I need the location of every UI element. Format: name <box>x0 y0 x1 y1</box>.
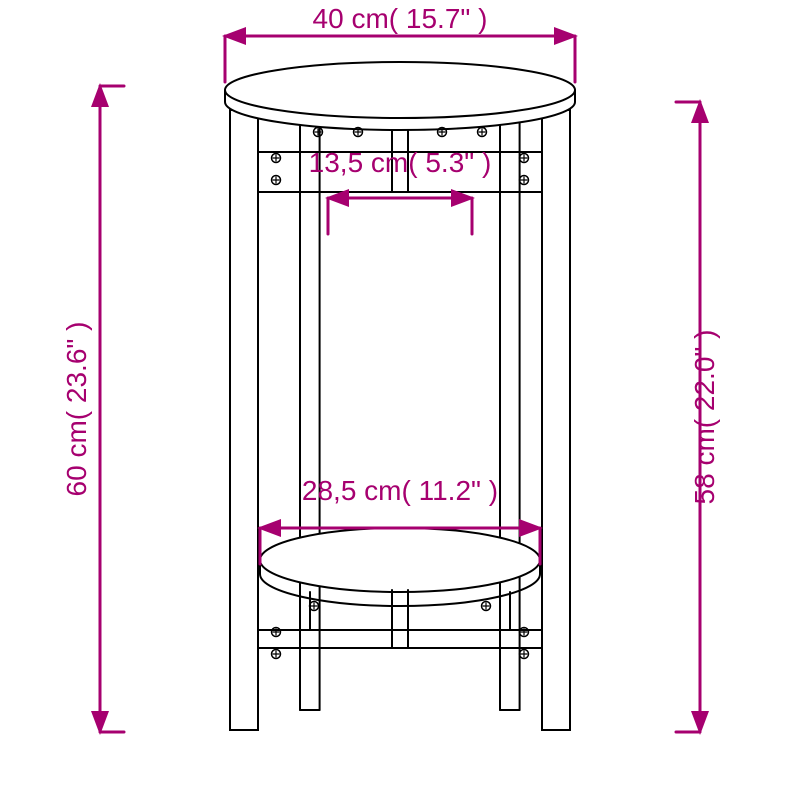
dimension-label: 40 cm( 15.7" ) <box>313 3 488 34</box>
dimension-label: 60 cm( 23.6" ) <box>61 322 92 497</box>
dimension-label: 13,5 cm( 5.3" ) <box>309 147 492 178</box>
dimension-label: 58 cm( 22.0" ) <box>689 330 720 505</box>
dimension-label: 28,5 cm( 11.2" ) <box>302 475 498 506</box>
